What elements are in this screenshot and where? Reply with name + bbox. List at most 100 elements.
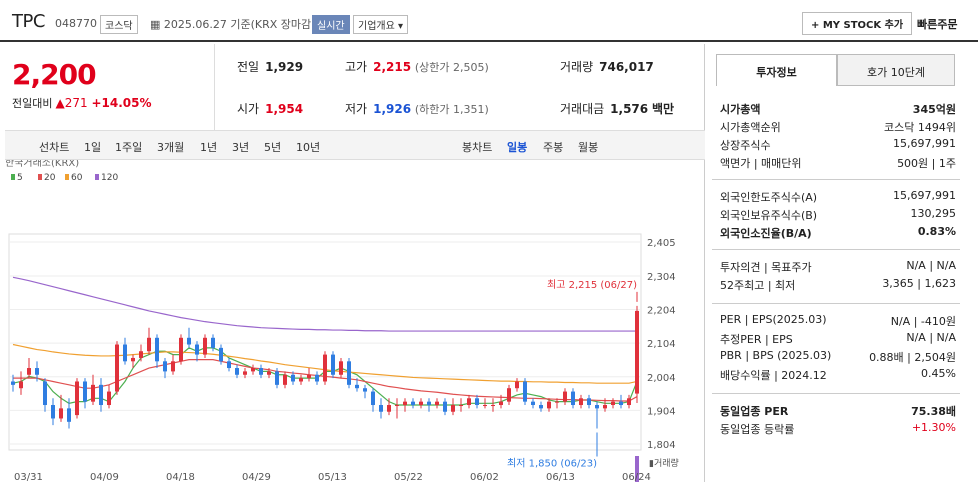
tab-3month[interactable]: 3개월: [157, 141, 185, 154]
tab-quote-10[interactable]: 호가 10단계: [837, 54, 955, 86]
candle-body: [43, 381, 47, 406]
tab-10year[interactable]: 10년: [296, 141, 321, 154]
candle-body: [211, 337, 215, 348]
candle-body: [467, 398, 471, 406]
invest-value: 500원 | 1주: [897, 157, 956, 170]
candle-body: [51, 405, 55, 419]
candle-body: [27, 368, 31, 375]
y-tick-label: 2,405: [647, 238, 676, 249]
tab-line-chart[interactable]: 선차트: [39, 141, 70, 154]
candle-body: [411, 401, 415, 406]
trade-amount: 거래대금 1,576 백만: [560, 102, 675, 116]
tab-5year[interactable]: 5년: [264, 141, 282, 154]
invest-value: 0.45%: [921, 367, 956, 380]
invest-panel: 투자정보 호가 10단계 시가총액 345억원 시가총액순위 코스닥 1494위 상장주…: [712, 54, 967, 482]
tab-1day[interactable]: 1일: [84, 141, 102, 154]
y-tick-label: 2,204: [647, 306, 676, 317]
legend-swatch: [95, 174, 99, 180]
invest-label: 시가총액: [720, 103, 761, 116]
tab-invest-info[interactable]: 투자정보: [716, 54, 837, 86]
candle-body: [123, 344, 127, 362]
plot-frame: [8, 233, 642, 451]
volume-bar: [635, 456, 639, 485]
candle-body: [395, 405, 399, 407]
legend-swatch: [11, 174, 15, 180]
candle-body: [451, 405, 455, 412]
price-stats: 전일 1,929 고가 2,215 (상한가 2,505) 거래량 746,017 시…: [215, 44, 705, 130]
candle-body: [363, 388, 367, 392]
invest-label: 동일업종 PER: [720, 405, 789, 418]
main-panel: 2,200 전일대비 ▲271 +14.05% 전일 1,929 고가 2,215 (…: [5, 44, 705, 485]
candle-body: [483, 405, 487, 407]
candle-body: [571, 391, 575, 406]
y-tick-label: 2,004: [647, 373, 676, 384]
invest-value: 0.83%: [917, 225, 956, 238]
divider: [712, 303, 960, 304]
tab-monthly[interactable]: 월봉: [578, 141, 599, 154]
invest-value: 3,365 | 1,623: [882, 277, 956, 290]
candle-body: [339, 361, 343, 375]
candle-body: [459, 405, 463, 407]
x-tick-label: 05/22: [394, 472, 423, 482]
tab-3year[interactable]: 3년: [232, 141, 250, 154]
candle-chart-svg: 한국거래소(KRX) 5 20 60 120 2,405 2,304 2,204 2,104 2,…: [5, 157, 679, 485]
candle-body: [419, 401, 423, 406]
candle-body: [403, 401, 407, 406]
tab-1week[interactable]: 1주일: [115, 141, 143, 154]
candle-body: [163, 361, 167, 372]
prev-close: 전일 1,929: [237, 60, 304, 74]
candle-body: [315, 374, 319, 382]
candle-body: [251, 368, 255, 372]
tab-weekly[interactable]: 주봉: [543, 141, 564, 154]
date-label: ▦ 2025.06.27 기준(KRX 장마감): [150, 18, 316, 31]
high-price: 고가 2,215 (상한가 2,505): [345, 60, 489, 74]
x-tick-label: 03/31: [14, 472, 43, 482]
volume-label: ▮거래량: [649, 457, 679, 469]
candle-body: [171, 361, 175, 372]
candle-body: [619, 401, 623, 406]
candle-body: [539, 405, 543, 409]
candle-body: [491, 405, 495, 407]
stock-code: 048770: [55, 17, 97, 30]
price-chart: 한국거래소(KRX) 5 20 60 120 2,405 2,304 2,204 2,104 2,…: [5, 157, 705, 485]
candle-body: [59, 408, 63, 419]
invest-label: 외국인보유주식수(B): [720, 209, 818, 222]
candle-body: [91, 384, 95, 402]
realtime-button[interactable]: 실시간: [312, 15, 350, 34]
open-price: 시가 1,954: [237, 102, 304, 116]
company-info-button[interactable]: 기업개요 ▾: [353, 15, 409, 34]
invest-value: N/A | N/A: [906, 259, 956, 272]
invest-value: 75.38배: [911, 405, 956, 418]
candle-body: [131, 357, 135, 362]
legend-swatch: [38, 174, 42, 180]
candle-body: [99, 384, 103, 406]
tab-candle-chart[interactable]: 봉차트: [462, 141, 493, 154]
tab-1year[interactable]: 1년: [200, 141, 218, 154]
tab-daily[interactable]: 일봉: [507, 141, 528, 154]
invest-value: 15,697,991: [893, 189, 956, 202]
candle-body: [355, 384, 359, 389]
mystock-add-button[interactable]: + MY STOCK 추가: [802, 12, 913, 35]
divider: [712, 249, 960, 250]
candle-body: [603, 405, 607, 409]
x-tick-label: 06/02: [470, 472, 499, 482]
invest-label: 52주최고 | 최저: [720, 279, 796, 292]
candle-body: [515, 381, 519, 389]
candle-body: [547, 401, 551, 409]
market-badge: 코스닥: [100, 15, 138, 34]
candle-body: [195, 344, 199, 355]
quick-order-button[interactable]: 빠른주문: [917, 18, 958, 31]
candle-body: [83, 381, 87, 402]
candle-body: [219, 347, 223, 362]
candle-body: [147, 337, 151, 352]
min-price-label: 최저 1,850 (06/23): [507, 458, 597, 470]
candle-body: [275, 371, 279, 385]
candle-body: [579, 398, 583, 406]
x-tick-label: 04/29: [242, 472, 271, 482]
candle-body: [435, 401, 439, 406]
max-price-label: 최고 2,215 (06/27): [547, 279, 637, 291]
invest-value: 코스닥 1494위: [884, 121, 956, 134]
ma-120-line: [12, 276, 637, 332]
stock-header: TPC 048770 코스닥 ▦ 2025.06.27 기준(KRX 장마감) …: [0, 0, 978, 42]
candle-body: [227, 361, 231, 369]
